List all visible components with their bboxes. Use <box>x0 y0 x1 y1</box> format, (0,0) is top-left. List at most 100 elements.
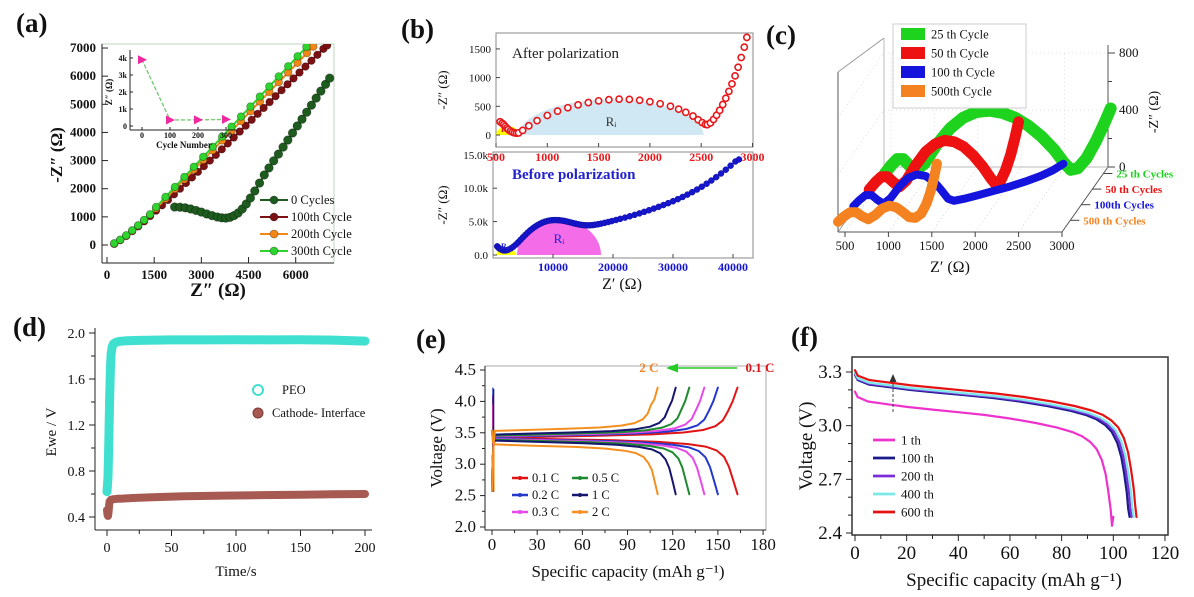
svg-text:300th Cycle: 300th Cycle <box>291 244 352 258</box>
panel-a-x-axis: 0 1500 3000 4500 6000 <box>104 257 309 282</box>
svg-text:400 th: 400 th <box>901 487 934 502</box>
svg-text:10000: 10000 <box>538 260 568 274</box>
panel-b-bottom-y-label: -Z″ (Ω) <box>435 185 450 224</box>
svg-text:800: 800 <box>1119 45 1139 60</box>
svg-text:2k: 2k <box>119 88 128 97</box>
panel-d-x-label: Time/s <box>215 564 256 580</box>
svg-text:1000: 1000 <box>876 239 901 253</box>
svg-text:2.0: 2.0 <box>68 327 86 342</box>
svg-text:600 th: 600 th <box>901 505 934 520</box>
svg-text:PEO: PEO <box>282 383 306 397</box>
svg-text:1000: 1000 <box>535 150 559 164</box>
ribbon-500th-Cycle <box>833 158 942 227</box>
panel-c-frame: 500 1000 1500 2000 2500 3000 0 400 800 <box>836 37 1139 253</box>
svg-text:500: 500 <box>836 239 855 253</box>
svg-text:0: 0 <box>486 130 492 142</box>
svg-text:500th Cycle: 500th Cycle <box>931 85 992 99</box>
svg-text:20: 20 <box>897 543 916 564</box>
panel-e-rate-annotation: 2 C 0.1 C <box>639 360 774 375</box>
svg-text:5000: 5000 <box>70 96 96 111</box>
svg-text:90: 90 <box>619 535 636 554</box>
svg-text:200th Cycle: 200th Cycle <box>291 227 352 241</box>
svg-text:1.6: 1.6 <box>68 373 86 388</box>
svg-text:5.0k: 5.0k <box>469 217 489 229</box>
svg-text:120: 120 <box>1151 543 1180 564</box>
svg-text:3000: 3000 <box>1050 239 1075 253</box>
svg-text:2500: 2500 <box>689 150 713 164</box>
svg-text:2.0: 2.0 <box>455 517 476 536</box>
svg-text:500 th Cycles: 500 th Cycles <box>1083 215 1146 227</box>
svg-text:2000: 2000 <box>638 150 662 164</box>
svg-text:3.3: 3.3 <box>818 362 842 383</box>
svg-text:2.4: 2.4 <box>818 523 842 544</box>
panel-d-y-label: Ewe / V <box>44 407 60 456</box>
svg-text:1.2: 1.2 <box>68 419 86 434</box>
svg-text:40: 40 <box>949 543 968 564</box>
panel-b-label: (b) <box>401 14 434 44</box>
svg-text:200 th: 200 th <box>901 469 934 484</box>
svg-text:500: 500 <box>487 150 505 164</box>
svg-text:3.0: 3.0 <box>455 454 476 473</box>
panel-e-x-label: Specific capacity (mAh g⁻¹) <box>532 562 725 581</box>
series-400-th <box>853 371 1135 518</box>
svg-text:1000: 1000 <box>70 209 96 224</box>
series-600-th <box>853 369 1138 518</box>
panel-a-series-0 <box>169 73 335 223</box>
svg-text:30000: 30000 <box>658 260 688 274</box>
svg-text:Rᵦ: Rᵦ <box>501 242 510 251</box>
svg-text:2.7: 2.7 <box>818 469 842 490</box>
panel-b-before: 10000 20000 30000 40000 0.0 5.0k 10.0k 15.0k Bef… <box>435 150 754 293</box>
svg-text:4000: 4000 <box>70 124 96 139</box>
panel-b-chart: 500 1000 1500 2000 2500 30000 500 1000 1500 After… <box>435 32 765 293</box>
svg-text:80: 80 <box>1052 543 1071 564</box>
panel-a-inset: 0 100 200 300 0 1k 2k 3k 4k Cycle Number Z″ (Ω) <box>104 50 238 150</box>
discharge-2-C <box>491 429 659 496</box>
svg-text:0.4: 0.4 <box>68 511 86 526</box>
svg-text:25 th Cycles: 25 th Cycles <box>1116 169 1174 181</box>
svg-text:2.5: 2.5 <box>455 486 476 505</box>
svg-text:0: 0 <box>90 237 97 252</box>
ribbon-50-th-Cycle <box>863 116 1024 196</box>
panel-a-label: (a) <box>16 8 48 38</box>
svg-text:4.5: 4.5 <box>455 360 476 379</box>
svg-text:0.8: 0.8 <box>68 465 86 480</box>
svg-text:150: 150 <box>290 541 311 556</box>
panel-f-arrow-annotation <box>889 374 897 412</box>
svg-text:200: 200 <box>192 131 204 140</box>
panel-d-chart: 0 50 100 150 200 0.4 0.8 1.2 1.6 2.0 Time/s Ewe / V… <box>44 327 376 580</box>
svg-text:3000: 3000 <box>188 267 214 282</box>
panel-c-series-0 <box>879 102 1117 180</box>
panel-e-chart: 0 30 60 90 120 150 180 2.0 2.5 3.0 3.5 4.0 4.5 Specif… <box>427 360 776 581</box>
panel-f-legend: 1 th 100 th 200 th 400 th 600 th <box>873 433 934 520</box>
svg-text:400: 400 <box>1119 102 1139 117</box>
svg-text:0.0: 0.0 <box>474 250 488 262</box>
svg-text:100: 100 <box>164 131 176 140</box>
panel-a-y-label: -Z″ (Ω) <box>47 127 66 183</box>
svg-text:0.1 C: 0.1 C <box>532 471 559 485</box>
svg-text:60: 60 <box>1000 543 1019 564</box>
svg-text:1 C: 1 C <box>592 488 610 502</box>
inset-x-label: Cycle Number <box>156 140 212 150</box>
svg-text:100th Cycles: 100th Cycles <box>1094 200 1154 212</box>
series-Cathode--Interface <box>103 490 369 520</box>
svg-text:0 Cycles: 0 Cycles <box>291 193 335 207</box>
svg-text:4.0: 4.0 <box>455 391 476 410</box>
svg-text:100 th Cycle: 100 th Cycle <box>931 66 995 80</box>
panel-c-z-label: -Z″ (Ω) <box>1147 91 1162 134</box>
svg-text:7000: 7000 <box>70 40 96 55</box>
panel-f-label: (f) <box>791 322 818 352</box>
svg-text:2000: 2000 <box>70 181 96 196</box>
svg-text:3000: 3000 <box>70 153 96 168</box>
svg-text:1 th: 1 th <box>901 433 921 448</box>
svg-text:3.5: 3.5 <box>455 423 476 442</box>
svg-text:Rᵦ: Rᵦ <box>501 125 510 134</box>
inset-y-label: Z″ (Ω) <box>104 79 114 105</box>
panel-c-depth-labels: 25 th Cycles 50 th Cycles 100th Cycles 500 … <box>1070 169 1174 227</box>
before-polarization-title: Before polarization <box>512 167 636 183</box>
panel-f-x-label: Specific capacity (mAh g⁻¹) <box>906 570 1122 591</box>
svg-text:0: 0 <box>488 535 497 554</box>
panel-c-x-label: Z′ (Ω) <box>930 259 970 276</box>
svg-text:10.0k: 10.0k <box>463 183 488 195</box>
panel-f-chart: 0 20 40 60 80 100 120 2.4 2.7 3.0 3.3 Specific capa… <box>796 356 1180 591</box>
